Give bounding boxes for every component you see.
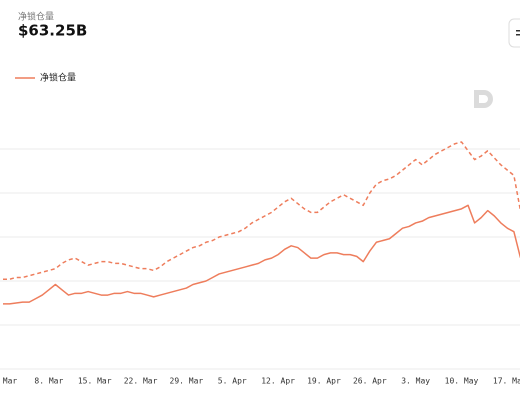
tvl-label: 净锁仓量 <box>18 11 54 23</box>
x-tick-label: 15. Mar <box>78 377 112 386</box>
x-tick-label: 19. Apr <box>307 377 341 386</box>
watermark <box>474 90 493 108</box>
series-line <box>3 141 520 280</box>
x-tick-label: 8. Mar <box>34 377 63 386</box>
x-tick-label: 10. May <box>445 377 479 386</box>
x-tick-label: 17. Ma <box>493 377 520 386</box>
menu-button[interactable] <box>508 18 520 48</box>
x-tick-label: 29. Mar <box>170 377 204 386</box>
menu-icon <box>516 30 520 32</box>
series-line <box>3 204 520 305</box>
x-tick-label: 22. Mar <box>124 377 158 386</box>
menu-icon <box>516 34 520 36</box>
x-tick-label: 26. Apr <box>353 377 387 386</box>
x-tick-label: Mar <box>3 377 18 386</box>
x-tick-label: 5. Apr <box>218 377 247 386</box>
x-tick-label: 12. Apr <box>261 377 295 386</box>
x-tick-label: 3. May <box>401 377 430 386</box>
tvl-value: $63.25B <box>18 22 87 40</box>
legend-label: 净锁仓量 <box>40 72 76 84</box>
